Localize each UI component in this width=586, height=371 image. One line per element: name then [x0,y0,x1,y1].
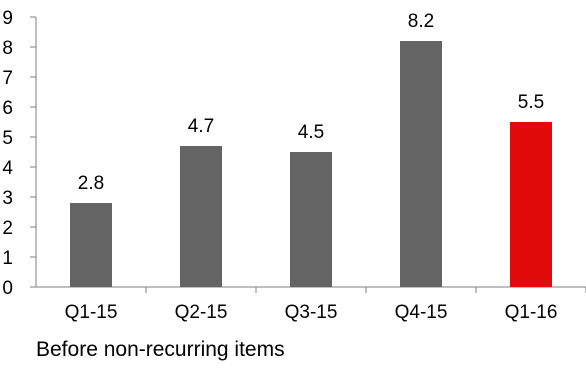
bars [70,41,552,287]
bar [180,146,222,287]
x-tick-label: Q1-16 [505,302,558,323]
x-tick-label: Q1-15 [65,302,118,323]
x-tick-label: Q2-15 [175,302,228,323]
x-tick-label: Q4-15 [395,302,448,323]
data-label: 4.5 [298,122,324,143]
y-tick-label: 2 [2,218,13,239]
y-tick-label: 7 [2,68,13,89]
chart-caption: Before non-recurring items [36,338,285,361]
x-tick-label: Q3-15 [285,302,338,323]
data-label: 4.7 [188,116,214,137]
y-tick-label: 0 [2,278,13,299]
y-tick-label: 3 [2,188,13,209]
data-label: 2.8 [78,173,104,194]
bar-chart: 0 1 2 3 4 5 6 7 8 9 Q1-15 Q2-15 Q3-15 Q4-15 Q1-16 2.8… [2,8,586,323]
bar [290,152,332,287]
data-label: 8.2 [408,11,434,32]
data-label: 5.5 [518,92,544,113]
bar [70,203,112,287]
y-tick-label: 4 [2,158,13,179]
data-labels: 2.8 4.7 4.5 8.2 5.5 [78,11,544,194]
bar [510,122,552,287]
y-tick-label: 8 [2,38,13,59]
y-axis: 0 1 2 3 4 5 6 7 8 9 [2,8,37,299]
y-tick-label: 9 [2,8,13,29]
x-axis: Q1-15 Q2-15 Q3-15 Q4-15 Q1-16 [36,286,586,323]
bar [400,41,442,287]
y-tick-label: 1 [2,248,13,269]
y-tick-label: 6 [2,98,13,119]
y-tick-label: 5 [2,128,13,149]
